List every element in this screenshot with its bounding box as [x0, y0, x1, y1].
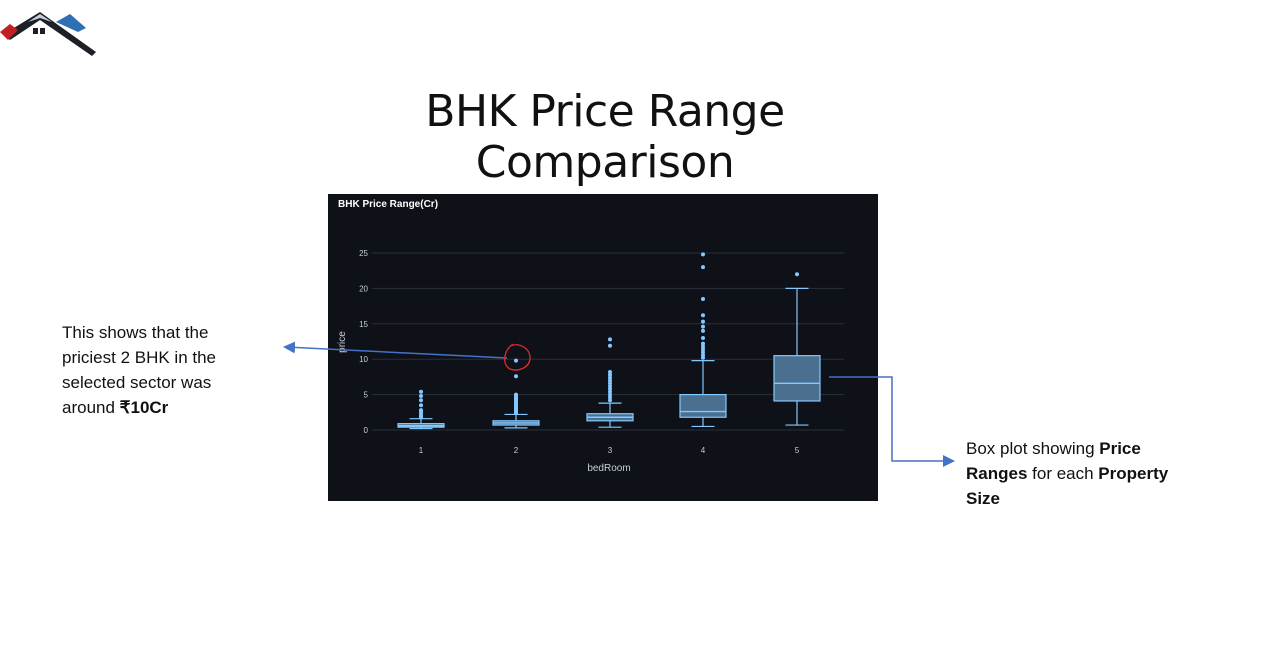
outlier-point: [419, 389, 423, 394]
outlier-point: [419, 403, 423, 408]
grid-lines: [372, 252, 844, 431]
outlier-point: [608, 378, 612, 383]
iqr-box: [679, 394, 727, 418]
x-tick-labels: 1 2 3 4 5: [419, 446, 800, 455]
x-tick-label: 2: [514, 446, 519, 455]
outlier-point: [608, 384, 612, 389]
outlier-point: [514, 374, 518, 379]
outlier-point: [701, 297, 705, 302]
outlier-point: [514, 358, 518, 363]
y-axis-label: price: [337, 331, 348, 353]
outlier-point: [701, 344, 705, 349]
outlier-point: [608, 389, 612, 394]
y-tick-label: 0: [364, 426, 369, 435]
outlier-point: [701, 319, 705, 324]
box-series: [397, 252, 821, 430]
right-annotation-text-2: for each: [1027, 464, 1099, 483]
x-tick-label: 3: [608, 446, 613, 455]
outlier-point: [701, 350, 705, 355]
y-tick-label: 25: [359, 249, 368, 258]
outlier-point: [701, 328, 705, 333]
left-annotation-value: ₹10Cr: [119, 398, 169, 417]
outlier-point: [608, 337, 612, 342]
right-annotation-bold-2: Property Size: [966, 464, 1169, 508]
y-tick-labels: 0 5 10 15 20 25: [359, 249, 368, 435]
x-tick-label: 5: [795, 446, 800, 455]
box-plot-chart: BHK Price Range(Cr) 0 5 10 15 20 25 1 2 3 4 5 bed…: [328, 194, 878, 501]
right-annotation-text-1: Box plot showing: [966, 439, 1100, 458]
chart-canvas: BHK Price Range(Cr) 0 5 10 15 20 25 1 2 3 4 5 bed…: [337, 199, 844, 474]
box-1: [397, 389, 445, 430]
y-tick-label: 5: [364, 391, 369, 400]
page-title: BHK Price Range Comparison: [425, 86, 785, 188]
x-tick-label: 1: [419, 446, 424, 455]
left-annotation-line-3: selected sector was: [62, 373, 212, 392]
outlier-point: [701, 252, 705, 257]
right-annotation: Box plot showing Price Ranges for each P…: [966, 436, 1206, 511]
outlier-point: [608, 398, 612, 403]
outlier-point: [419, 394, 423, 399]
outlier-point: [608, 381, 612, 386]
box-4: [679, 252, 727, 428]
box-2: [492, 358, 540, 429]
outlier-point: [608, 375, 612, 380]
outlier-point: [419, 398, 423, 403]
box-5: [773, 272, 821, 426]
y-tick-label: 10: [359, 355, 368, 364]
right-annotation-bold-1: Price Ranges: [966, 439, 1141, 483]
outlier-point: [419, 408, 423, 413]
outlier-point: [608, 386, 612, 391]
house-roofs-logo-icon: [0, 12, 96, 56]
left-annotation-line-1: This shows that the: [62, 323, 209, 342]
chart-title: BHK Price Range(Cr): [338, 199, 438, 210]
outlier-point: [608, 343, 612, 348]
y-tick-label: 15: [359, 320, 368, 329]
outlier-point: [701, 335, 705, 340]
outlier-point: [608, 392, 612, 397]
outlier-point: [701, 347, 705, 352]
outlier-point: [701, 355, 705, 360]
y-tick-label: 20: [359, 284, 368, 293]
x-tick-label: 4: [701, 446, 706, 455]
left-annotation-line-2: priciest 2 BHK in the: [62, 348, 217, 367]
outlier-point: [608, 369, 612, 374]
outlier-point: [795, 272, 799, 277]
outlier-point: [514, 392, 518, 397]
outlier-point: [608, 372, 612, 377]
iqr-box: [773, 355, 821, 402]
outlier-point: [701, 352, 705, 357]
left-annotation: This shows that the priciest 2 BHK in th…: [62, 320, 262, 420]
outlier-point: [701, 313, 705, 318]
box-3: [586, 337, 634, 428]
left-annotation-line-4: around ₹10Cr: [62, 395, 262, 420]
outlier-point: [701, 265, 705, 270]
x-axis-label: bedRoom: [587, 463, 630, 474]
left-annotation-prefix: around: [62, 398, 120, 417]
outlier-point: [701, 341, 705, 346]
outlier-point: [701, 324, 705, 329]
outlier-point: [608, 395, 612, 400]
